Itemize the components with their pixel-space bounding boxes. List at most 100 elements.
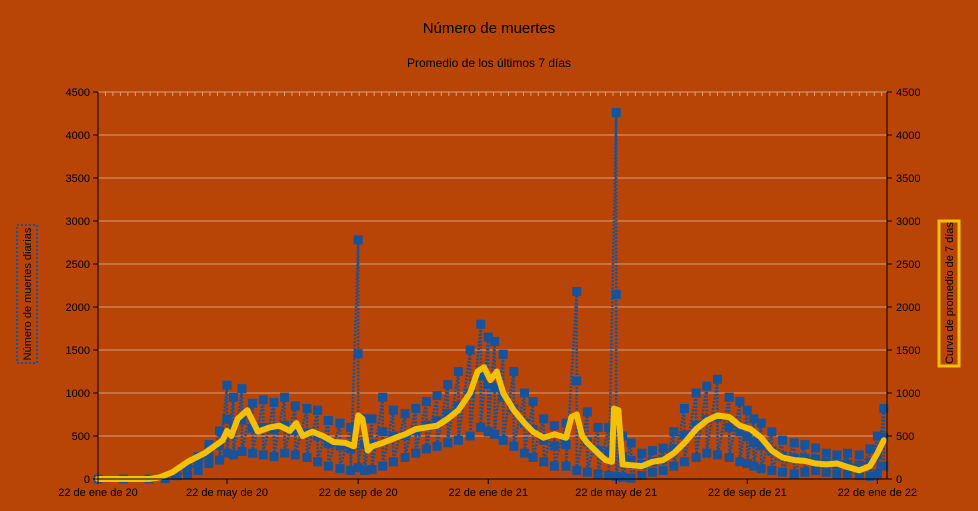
left-axis-label: Número de muertes diarias xyxy=(22,227,34,360)
daily-deaths-marker xyxy=(865,471,875,481)
daily-deaths-marker xyxy=(353,235,363,245)
left-tick-label: 2000 xyxy=(66,302,90,314)
daily-deaths-marker xyxy=(811,454,821,464)
daily-deaths-marker xyxy=(346,422,356,432)
daily-deaths-marker xyxy=(215,426,225,436)
daily-deaths-marker xyxy=(335,418,345,428)
chart-title: Número de muertes xyxy=(423,20,556,37)
daily-deaths-marker xyxy=(539,457,549,467)
daily-deaths-marker xyxy=(248,423,258,433)
daily-deaths-marker xyxy=(582,467,592,477)
daily-deaths-dotted-line xyxy=(98,112,886,482)
daily-deaths-marker xyxy=(572,287,582,297)
daily-deaths-marker xyxy=(453,435,463,445)
daily-deaths-marker xyxy=(691,453,701,462)
daily-deaths-marker xyxy=(756,441,766,451)
x-minor-ticks xyxy=(97,92,883,96)
daily-deaths-marker xyxy=(228,392,238,402)
daily-deaths-marker xyxy=(561,418,571,428)
daily-deaths-marker xyxy=(193,459,203,469)
daily-deaths-marker xyxy=(528,397,538,407)
daily-deaths-marker xyxy=(626,456,636,466)
daily-deaths-marker xyxy=(353,463,363,473)
daily-deaths-marker xyxy=(215,455,225,465)
daily-deaths-marker xyxy=(476,422,486,432)
daily-deaths-marker xyxy=(611,471,621,481)
daily-deaths-marker xyxy=(335,464,345,474)
daily-deaths-marker xyxy=(237,384,247,394)
right-axis-label: Curva de promedio de 7 días xyxy=(944,222,956,364)
daily-deaths-marker xyxy=(767,427,777,437)
x-tick-label: 22 de sep de 20 xyxy=(319,487,398,499)
daily-deaths-marker xyxy=(280,448,290,458)
daily-deaths-marker xyxy=(800,440,810,450)
daily-deaths-marker xyxy=(604,422,614,432)
daily-deaths-marker xyxy=(222,414,232,424)
daily-deaths-marker xyxy=(465,431,475,441)
daily-deaths-marker xyxy=(821,448,831,458)
daily-deaths-marker xyxy=(432,441,442,451)
left-tick-label: 2500 xyxy=(66,259,90,271)
daily-deaths-marker xyxy=(498,349,508,359)
daily-deaths-marker xyxy=(528,453,538,462)
daily-deaths-marker xyxy=(378,392,388,402)
daily-deaths-marker xyxy=(572,376,582,386)
daily-deaths-marker xyxy=(539,414,549,424)
left-y-tick-labels: 0 500 1000 1500 2000 2500 3000 3500 4000 4500 xyxy=(66,87,90,486)
daily-deaths-marker xyxy=(756,464,766,474)
daily-deaths-marker xyxy=(767,465,777,475)
daily-deaths-marker xyxy=(647,446,657,456)
daily-deaths-marker xyxy=(290,450,300,460)
left-tick-label: 0 xyxy=(84,474,90,486)
daily-deaths-marker xyxy=(258,395,268,405)
daily-deaths-marker xyxy=(204,449,214,459)
daily-deaths-marker xyxy=(302,403,312,413)
daily-deaths-marker xyxy=(669,461,679,471)
daily-deaths-marker xyxy=(821,467,831,477)
daily-deaths-marker xyxy=(411,448,421,458)
daily-deaths-marker xyxy=(237,415,247,425)
daily-deaths-marker xyxy=(832,469,842,479)
daily-deaths-marker xyxy=(509,367,519,376)
daily-deaths-marker xyxy=(879,403,889,413)
chart-subtitle: Promedio de los últimos 7 días xyxy=(407,56,571,70)
daily-deaths-marker xyxy=(443,438,453,448)
daily-deaths-marker xyxy=(789,469,799,479)
daily-deaths-marker xyxy=(679,403,689,413)
daily-deaths-marker xyxy=(604,446,614,456)
daily-deaths-marker xyxy=(832,450,842,460)
daily-deaths-marker xyxy=(549,461,559,471)
daily-deaths-marker xyxy=(490,383,500,393)
daily-deaths-marker xyxy=(432,416,442,426)
daily-deaths-marker xyxy=(193,465,203,475)
daily-deaths-marker xyxy=(237,446,247,456)
daily-deaths-marker xyxy=(724,453,734,462)
left-tick-label: 3000 xyxy=(66,216,90,228)
daily-deaths-marker xyxy=(724,392,734,402)
daily-deaths-marker xyxy=(172,471,182,481)
daily-deaths-marker xyxy=(872,469,882,479)
x-tick-label: 22 de sep de 21 xyxy=(708,487,787,499)
daily-deaths-marker xyxy=(712,374,722,384)
daily-deaths-marker xyxy=(778,467,788,477)
daily-deaths-marker xyxy=(228,450,238,460)
daily-deaths-marker xyxy=(353,349,363,359)
daily-deaths-marker xyxy=(248,398,258,408)
daily-deaths-marker xyxy=(749,414,759,424)
daily-deaths-marker xyxy=(872,431,882,441)
right-tick-label: 4000 xyxy=(896,130,920,142)
x-tick-label: 22 de ene de 22 xyxy=(838,487,918,499)
seven-day-average-series xyxy=(95,364,887,482)
daily-deaths-marker xyxy=(669,427,679,437)
daily-deaths-marker xyxy=(749,461,759,471)
daily-deaths-marker xyxy=(582,407,592,417)
daily-deaths-marker xyxy=(854,450,864,460)
daily-deaths-marker xyxy=(843,470,853,480)
daily-deaths-marker xyxy=(742,459,752,469)
axes xyxy=(93,91,892,484)
daily-deaths-marker xyxy=(222,380,232,390)
daily-deaths-marker xyxy=(611,290,621,300)
daily-deaths-marker xyxy=(483,379,493,389)
daily-deaths-marker xyxy=(712,450,722,460)
